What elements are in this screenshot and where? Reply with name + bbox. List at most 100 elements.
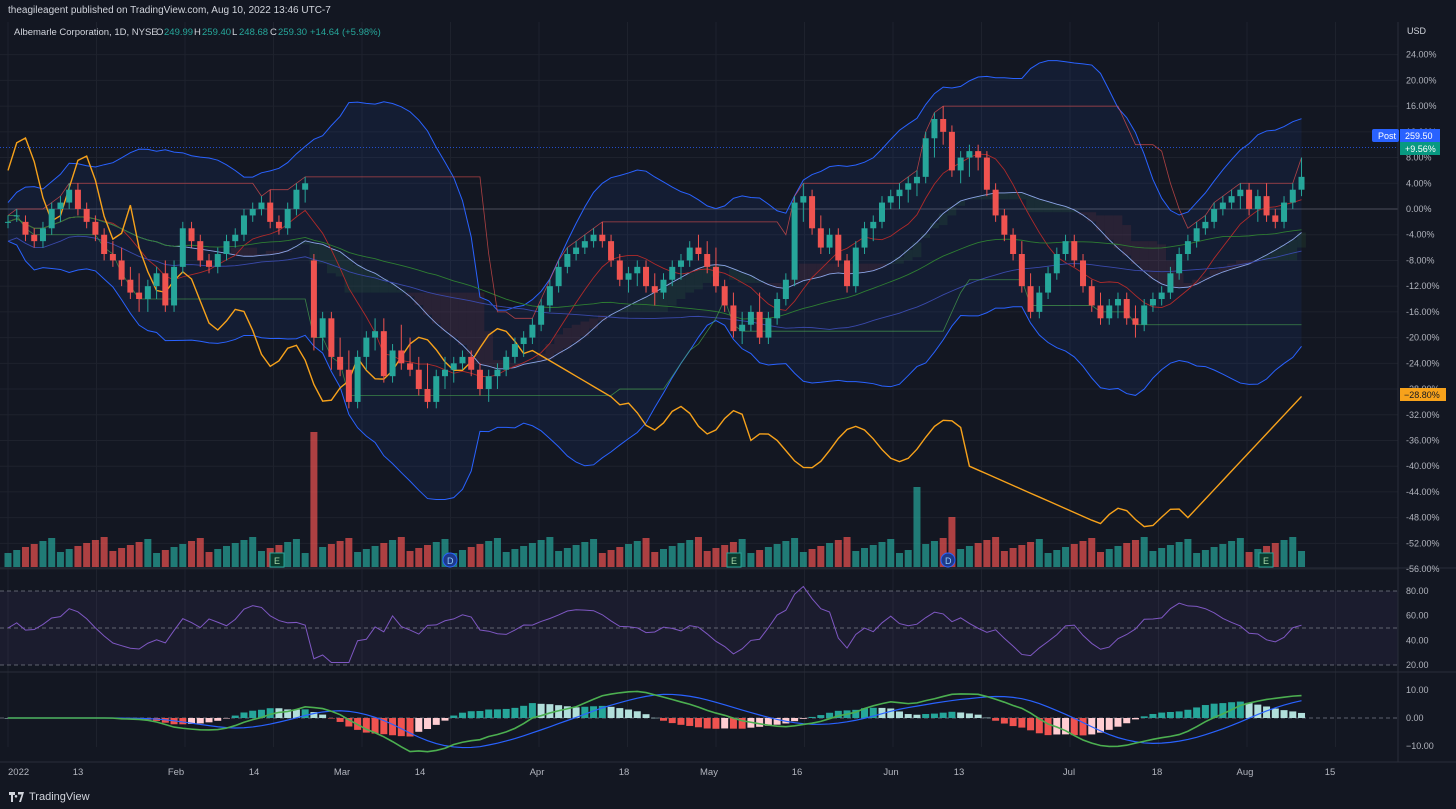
earnings-marker[interactable] — [726, 552, 742, 568]
cloud-segment — [1008, 192, 1018, 200]
candle-body — [590, 234, 597, 242]
cloud-segment — [1104, 215, 1114, 240]
macd-histogram-bar — [887, 708, 895, 718]
volume-bar — [703, 551, 711, 567]
macd-histogram-bar — [651, 717, 659, 719]
price-tick: 0.00% — [1406, 204, 1432, 214]
volume-bar — [887, 539, 895, 567]
event-letter: D — [945, 556, 952, 566]
price-tick: -52.00% — [1406, 538, 1440, 548]
volume-bar — [406, 551, 414, 567]
cloud-segment — [283, 250, 293, 252]
time-tick: Jul — [1063, 767, 1075, 778]
candle-body — [861, 228, 868, 248]
candle-body — [913, 176, 920, 184]
macd-histogram-bar — [406, 718, 414, 737]
macd-histogram-bar — [904, 714, 912, 718]
candle-body — [503, 356, 510, 370]
legend[interactable]: Albemarle Corporation, 1D, NYSE O 249.99… — [14, 27, 381, 38]
cloud-segment — [903, 249, 913, 261]
macd-histogram-bar — [1062, 718, 1070, 735]
candle-body — [721, 286, 728, 306]
candle-body — [118, 260, 125, 280]
earnings-marker[interactable] — [1258, 552, 1274, 568]
rsi-tick: 80.00 — [1406, 586, 1429, 596]
published-note: theagileagent published on TradingView.c… — [8, 5, 331, 16]
volume-bar — [546, 537, 554, 567]
cloud-segment — [729, 268, 738, 280]
earnings-marker[interactable] — [269, 552, 285, 568]
macd-histogram-bar — [327, 718, 335, 719]
candle-body — [407, 363, 414, 370]
volume-bar — [957, 549, 965, 567]
candle-body — [66, 189, 73, 203]
candle-body — [1228, 196, 1235, 203]
macd-histogram-bar — [511, 707, 519, 718]
volume-bar — [1044, 553, 1052, 567]
candle-body — [643, 266, 650, 287]
volume-bar — [668, 546, 676, 567]
tradingview-brand[interactable]: TradingView — [9, 791, 90, 803]
volume-bar — [1097, 552, 1104, 567]
cloud-segment — [292, 246, 301, 248]
candle-body — [459, 356, 466, 364]
candle-body — [5, 221, 11, 223]
volume-bar — [153, 553, 161, 567]
cloud-segment — [938, 213, 948, 226]
candle-body — [520, 337, 527, 345]
candle-body — [310, 260, 317, 338]
candle-body — [389, 350, 396, 377]
candle-body — [1263, 196, 1270, 216]
legend-open-value: 249.99 — [164, 27, 193, 38]
rsi-pane[interactable] — [0, 585, 1398, 666]
rsi-tick: 20.00 — [1406, 660, 1429, 670]
volume-bar — [721, 545, 729, 567]
candle-body — [1184, 241, 1191, 255]
dividend-marker[interactable] — [940, 552, 956, 568]
macd-histogram-bar — [362, 718, 370, 733]
volume-bar — [1035, 539, 1043, 567]
candle-body — [424, 389, 431, 402]
volume-bar — [74, 546, 82, 567]
time-tick: 14 — [415, 767, 426, 778]
dividend-marker[interactable] — [442, 552, 458, 568]
legend-close-label: C — [270, 27, 277, 38]
macd-histogram-bar — [913, 714, 921, 718]
macd-histogram-bar — [257, 709, 265, 718]
macd-histogram-bar — [476, 711, 484, 718]
macd-histogram-bar — [485, 709, 493, 718]
macd-pane[interactable] — [0, 690, 1398, 753]
candle-body — [179, 228, 186, 267]
legend-symbol: Albemarle Corporation, 1D, NYSE — [14, 27, 158, 38]
cloud-segment — [230, 247, 240, 255]
macd-histogram-bar — [240, 712, 248, 718]
candle-body — [669, 266, 676, 280]
volume-bar — [188, 541, 196, 567]
candle-body — [870, 221, 877, 229]
time-tick: Aug — [1237, 767, 1254, 778]
macd-histogram-bar — [878, 707, 886, 718]
volume-bar — [895, 553, 903, 567]
candle-body — [249, 209, 256, 216]
macd-histogram-bar — [458, 712, 466, 718]
candle-body — [1246, 189, 1253, 209]
price-tick: 16.00% — [1406, 101, 1437, 111]
candle-body — [433, 376, 440, 402]
candle-body — [1062, 241, 1069, 255]
volume-bar — [415, 548, 423, 567]
cloud-segment — [676, 277, 686, 300]
candle-body — [1167, 273, 1174, 293]
volume-bar — [1175, 542, 1183, 567]
candle-body — [739, 324, 746, 332]
macd-histogram-bar — [1105, 718, 1113, 730]
candle-body — [22, 221, 29, 235]
macd-histogram-bar — [179, 718, 187, 725]
candle-body — [92, 221, 99, 235]
candle-body — [887, 196, 894, 203]
candle-body — [171, 266, 178, 306]
cloud-segment — [1034, 199, 1044, 213]
macd-histogram-bar — [1298, 712, 1306, 718]
